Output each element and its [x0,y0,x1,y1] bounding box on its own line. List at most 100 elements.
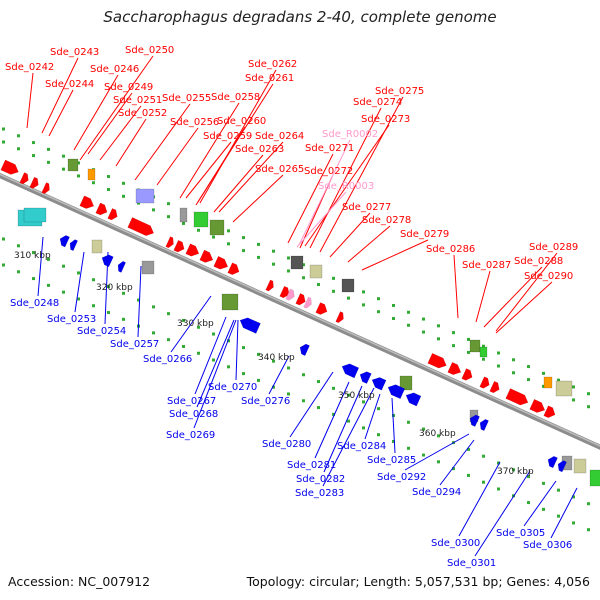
cog-feature-box[interactable] [589,469,600,487]
forward-gene-label[interactable]: Sde_0246 [90,64,139,75]
forward-gene-arrow[interactable] [447,361,462,375]
reverse-gene-label[interactable]: Sde_0266 [143,354,192,365]
forward-gene-label[interactable]: Sde_0243 [50,47,99,58]
forward-gene-arrow[interactable] [335,311,344,324]
forward-gene-arrow[interactable] [529,398,546,413]
reverse-gene-label[interactable]: Sde_0269 [166,430,215,441]
forward-gene-arrow[interactable] [295,293,306,306]
forward-gene-arrow[interactable] [315,302,328,315]
forward-gene-arrow[interactable] [185,243,200,257]
forward-gene-label[interactable]: Sde_0265 [255,164,304,175]
reverse-gene-label[interactable]: Sde_0292 [377,472,426,483]
forward-gene-label[interactable]: Sde_0262 [248,59,297,70]
forward-gene-label[interactable]: Sde_0272 [304,166,353,177]
forward-gene-label[interactable]: Sde_0274 [353,97,402,108]
cog-feature-box[interactable] [141,260,155,275]
forward-gene-label[interactable]: Sde_0250 [125,45,174,56]
reverse-gene-arrow[interactable] [69,239,79,252]
cog-feature-box[interactable] [341,278,355,293]
reverse-gene-label[interactable]: Sde_0282 [296,474,345,485]
forward-gene-arrow[interactable] [173,239,185,253]
cog-feature-box[interactable] [399,375,413,391]
forward-gene-arrow[interactable] [265,279,274,292]
reverse-gene-label[interactable]: Sde_0306 [523,540,572,551]
forward-gene-label[interactable]: Sde_0271 [305,143,354,154]
cog-feature-box[interactable] [87,168,96,181]
cog-feature-box[interactable] [221,293,239,311]
reverse-gene-label[interactable]: Sde_0248 [10,298,59,309]
forward-gene-label[interactable]: Sde_0263 [235,144,284,155]
forward-gene-arrow[interactable] [479,376,490,389]
cog-feature-box[interactable] [193,211,209,228]
reverse-gene-label[interactable]: Sde_0268 [169,409,218,420]
cog-feature-box[interactable] [23,207,47,223]
cog-feature-box[interactable] [290,255,304,270]
forward-gene-arrow[interactable] [213,255,229,270]
reverse-gene-arrow[interactable] [479,418,489,432]
cog-feature-box[interactable] [91,239,103,254]
forward-gene-arrow[interactable] [107,208,118,221]
reverse-gene-arrow[interactable] [101,254,114,268]
cog-feature-box[interactable] [309,264,323,279]
reverse-gene-arrow[interactable] [371,377,387,391]
forward-gene-arrow[interactable] [427,352,447,369]
forward-gene-label[interactable]: Sde_0278 [362,215,411,226]
reverse-gene-arrow[interactable] [117,260,127,273]
forward-gene-label[interactable]: Sde_0259 [203,131,252,142]
forward-gene-arrow[interactable] [279,285,290,299]
forward-gene-label[interactable]: Sde_0279 [400,229,449,240]
reverse-gene-label[interactable]: Sde_0257 [110,339,159,350]
rna-gene-label[interactable]: Sde_R0003 [318,181,374,192]
cog-feature-box[interactable] [543,376,553,389]
reverse-gene-label[interactable]: Sde_0276 [241,396,290,407]
reverse-gene-label[interactable]: Sde_0267 [167,396,216,407]
forward-gene-label[interactable]: Sde_0286 [426,244,475,255]
forward-gene-label[interactable]: Sde_0244 [45,79,94,90]
reverse-gene-label[interactable]: Sde_0294 [412,487,461,498]
reverse-gene-label[interactable]: Sde_0270 [208,382,257,393]
forward-gene-label[interactable]: Sde_0264 [255,131,304,142]
reverse-gene-label[interactable]: Sde_0254 [77,326,126,337]
forward-gene-arrow[interactable] [95,202,108,216]
forward-gene-arrow[interactable] [461,368,473,381]
reverse-gene-arrow[interactable] [359,371,372,384]
cog-feature-box[interactable] [179,207,188,223]
forward-gene-arrow[interactable] [489,380,500,394]
forward-gene-arrow[interactable] [543,405,556,418]
reverse-gene-label[interactable]: Sde_0283 [295,488,344,499]
forward-gene-label[interactable]: Sde_0288 [514,256,563,267]
reverse-gene-label[interactable]: Sde_0281 [287,460,336,471]
forward-gene-arrow[interactable] [285,288,295,301]
cog-feature-box[interactable] [555,380,573,397]
forward-gene-arrow[interactable] [505,388,529,406]
cog-feature-box[interactable] [479,346,488,358]
forward-gene-label[interactable]: Sde_0273 [361,114,410,125]
reverse-gene-arrow[interactable] [59,235,70,248]
forward-gene-label[interactable]: Sde_0242 [5,62,54,73]
forward-gene-label[interactable]: Sde_0275 [375,86,424,97]
reverse-gene-arrow[interactable] [469,414,480,427]
forward-gene-label[interactable]: Sde_0255 [162,93,211,104]
forward-gene-arrow[interactable] [227,262,240,275]
reverse-gene-label[interactable]: Sde_0305 [496,528,545,539]
forward-gene-label[interactable]: Sde_0287 [462,260,511,271]
forward-gene-label[interactable]: Sde_0256 [170,117,219,128]
forward-gene-arrow[interactable] [199,249,214,263]
cog-feature-box[interactable] [469,339,481,353]
forward-gene-arrow[interactable] [0,159,19,175]
forward-gene-arrow[interactable] [79,195,95,209]
rna-gene-label[interactable]: Sde_R0002 [322,129,378,140]
reverse-gene-arrow[interactable] [299,343,310,357]
forward-gene-arrow[interactable] [19,172,29,185]
reverse-gene-label[interactable]: Sde_0280 [262,439,311,450]
reverse-gene-label[interactable]: Sde_0285 [367,455,416,466]
reverse-gene-label[interactable]: Sde_0301 [447,558,496,569]
reverse-gene-label[interactable]: Sde_0300 [431,538,480,549]
cog-feature-box[interactable] [573,458,587,474]
forward-gene-label[interactable]: Sde_0252 [118,108,167,119]
reverse-gene-arrow[interactable] [547,455,558,469]
forward-gene-arrow[interactable] [165,236,174,249]
reverse-gene-arrow[interactable] [557,460,567,473]
forward-gene-label[interactable]: Sde_0277 [342,202,391,213]
forward-gene-arrow[interactable] [29,176,39,189]
